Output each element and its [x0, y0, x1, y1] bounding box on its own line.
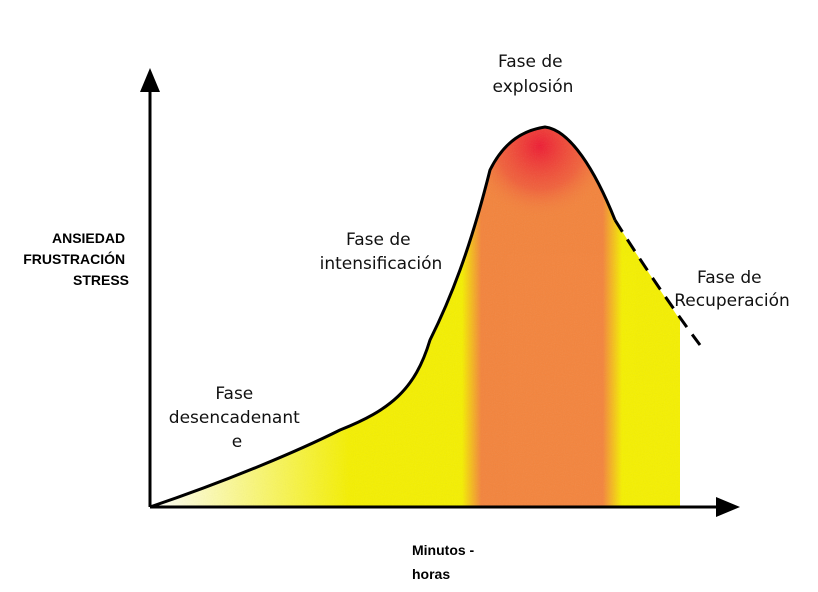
recovery-dashed-curve [613, 219, 702, 346]
y-axis-arrow-icon [140, 68, 160, 92]
y-axis-label: ANSIEDAD FRUSTRACIÓN STRESS [23, 230, 129, 288]
phase-label-intensificacion: Fase de intensificación [320, 230, 443, 274]
phase-label-explosion: Fase de explosión [493, 52, 574, 97]
x-axis-label: Minutos - horas [412, 542, 478, 582]
phase-label-desencadenante: Fase desencadenant e [169, 384, 305, 452]
x-axis-arrow-icon [716, 497, 740, 517]
stress-curve [149, 125, 617, 509]
phase-label-recuperacion: Fase de Recuperación [674, 268, 790, 311]
